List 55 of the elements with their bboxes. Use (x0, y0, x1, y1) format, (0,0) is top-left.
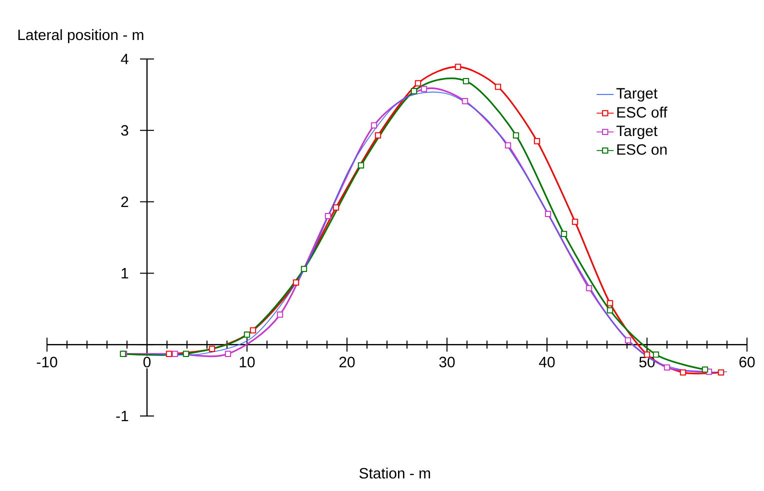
point (664, 364, 670, 371)
legend-label: Target (616, 126, 658, 140)
x-tick-label: 40 (539, 356, 555, 368)
point (652, 352, 660, 358)
x-tick-label: 30 (439, 356, 455, 368)
x-tick-label: 60 (739, 356, 755, 368)
point (420, 86, 428, 92)
point (370, 122, 378, 128)
point (332, 204, 340, 211)
point (504, 142, 512, 148)
point (462, 78, 470, 84)
legend-label: ESC off (617, 106, 668, 118)
x-tick-label: 10 (240, 356, 255, 368)
x-tick-label: -10 (36, 356, 58, 368)
point (172, 350, 178, 357)
point (624, 337, 632, 344)
y-tick-label: 2 (121, 196, 128, 208)
point (292, 279, 300, 286)
point (454, 64, 462, 70)
point (374, 132, 382, 138)
point (494, 84, 502, 90)
legend-label: ESC on (617, 144, 667, 155)
point (410, 88, 418, 94)
point (224, 350, 232, 357)
y-axis-title: Lateral position - m (18, 29, 144, 44)
x-tick-label: 20 (339, 356, 355, 368)
point (166, 350, 172, 357)
point (358, 162, 364, 168)
point (300, 266, 308, 272)
point (534, 138, 540, 144)
point (572, 218, 578, 225)
y-tick-label: -1 (116, 410, 128, 422)
y-tick-label: 3 (121, 125, 128, 136)
point (182, 350, 190, 357)
point (244, 332, 250, 338)
point (250, 327, 256, 334)
point (606, 307, 614, 314)
point (680, 369, 686, 376)
point (718, 369, 724, 376)
point (606, 300, 614, 306)
point (544, 210, 552, 218)
point (560, 230, 568, 238)
point (414, 80, 422, 86)
point (462, 98, 468, 104)
point (702, 366, 708, 373)
point (276, 312, 284, 318)
y-tick-label: 1 (122, 268, 128, 278)
x-axis-title: Station - m (359, 468, 430, 479)
point (586, 285, 592, 292)
y-tick-label: 4 (120, 54, 128, 64)
point (208, 346, 216, 352)
point (512, 132, 520, 138)
point (324, 212, 332, 220)
x-tick-label: 0 (143, 356, 151, 368)
legend-label: Target (616, 88, 658, 102)
